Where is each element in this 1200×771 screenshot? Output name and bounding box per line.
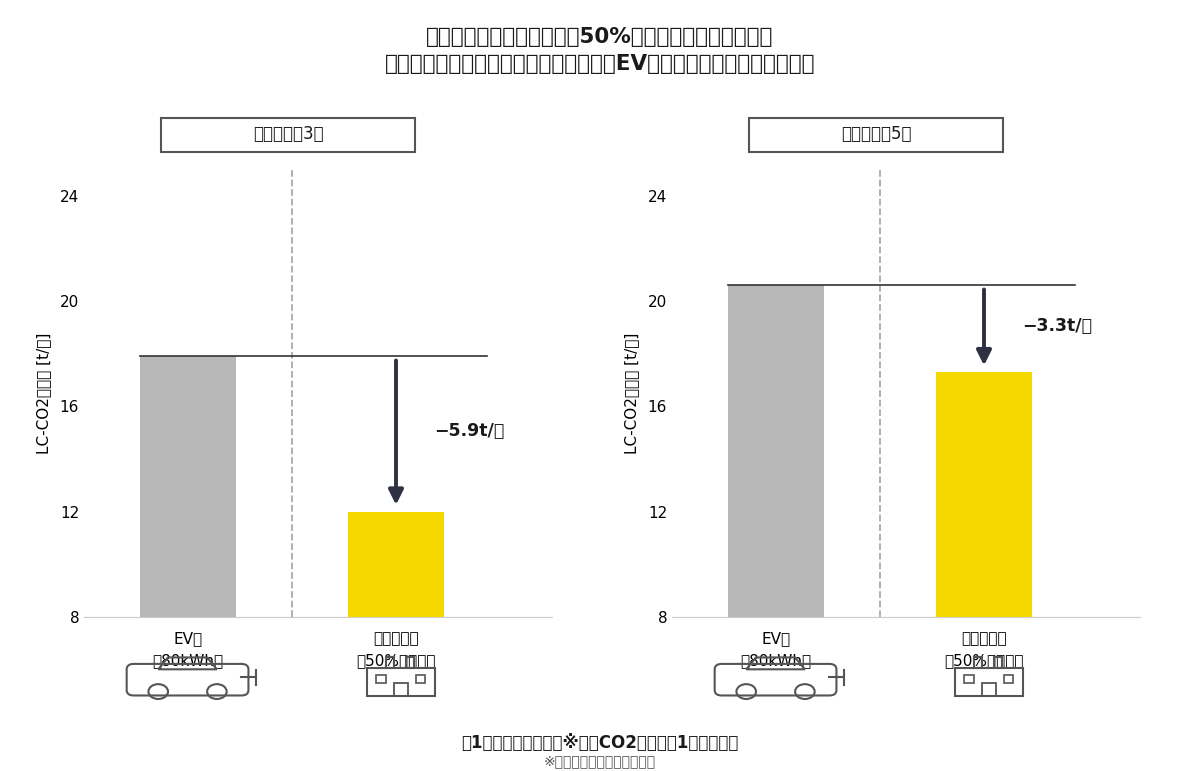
Text: 走行期間：5年: 走行期間：5年 [841, 125, 911, 143]
Text: 図1　ライフサイクル※でのCO2排出量（1台当たり）: 図1 ライフサイクル※でのCO2排出量（1台当たり） [461, 734, 739, 752]
Bar [415, 675, 425, 682]
Bar [406, 657, 414, 668]
Text: −5.9t/台: −5.9t/台 [434, 423, 504, 440]
Bar [965, 675, 974, 682]
Bar [1003, 675, 1013, 682]
Bar [386, 657, 394, 668]
Bar [367, 668, 436, 696]
Y-axis label: LC-CO2排出量 [t/台]: LC-CO2排出量 [t/台] [624, 332, 640, 454]
Bar [728, 285, 823, 617]
Bar [377, 675, 386, 682]
Text: ※製造・使用・廃棄時の合計: ※製造・使用・廃棄時の合計 [544, 754, 656, 768]
Text: −3.3t/台: −3.3t/台 [1022, 317, 1092, 335]
Bar [982, 682, 996, 696]
Text: エンジン車製造プロセスの50%をリマニ化することは、: エンジン車製造プロセスの50%をリマニ化することは、 [426, 27, 774, 47]
Bar [974, 657, 982, 668]
Bar [955, 668, 1024, 696]
Bar [994, 657, 1002, 668]
Y-axis label: LC-CO2排出量 [t/台]: LC-CO2排出量 [t/台] [36, 332, 52, 454]
Text: カーボンニュートラル実現を目指す上でEVシフトよりも有効な策となる: カーボンニュートラル実現を目指す上でEVシフトよりも有効な策となる [385, 54, 815, 74]
Text: 走行期間：3年: 走行期間：3年 [253, 125, 323, 143]
Bar [140, 356, 235, 617]
Bar [936, 372, 1032, 617]
Bar [394, 682, 408, 696]
Bar [348, 512, 444, 617]
